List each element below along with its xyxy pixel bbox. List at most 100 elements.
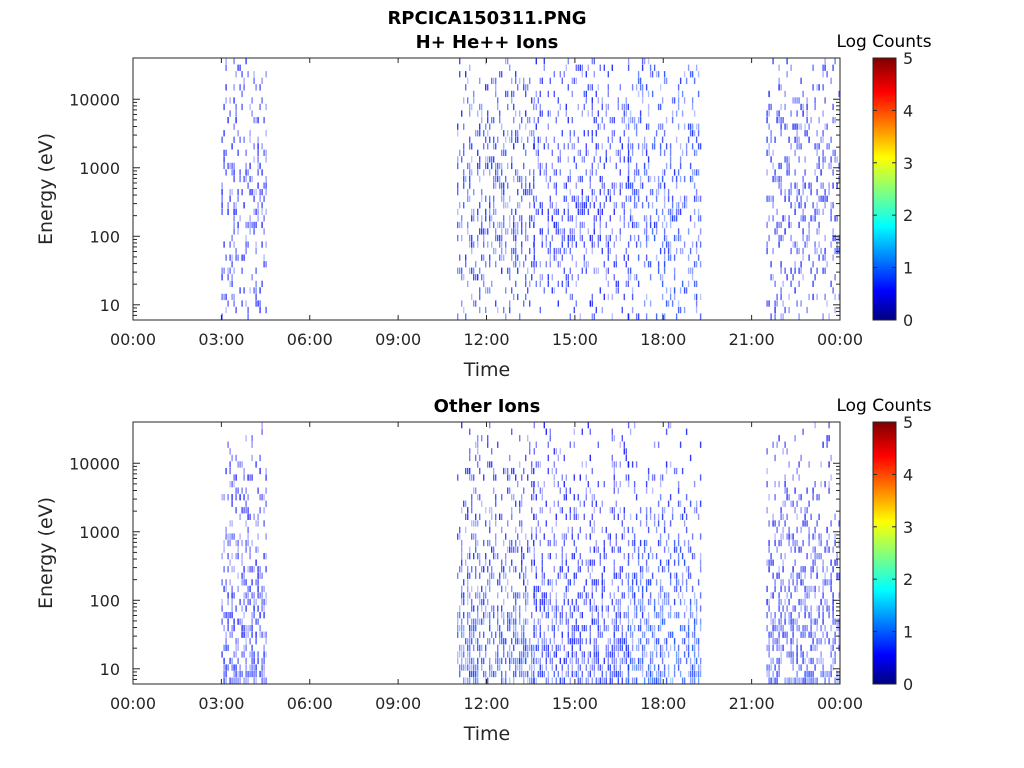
- spectrogram-cell: [495, 228, 497, 235]
- spectrogram-cell: [485, 520, 487, 527]
- spectrogram-cell: [581, 221, 583, 229]
- spectrogram-cell: [639, 572, 642, 579]
- spectrogram-cell: [641, 605, 644, 612]
- spectrogram-cell: [583, 254, 585, 261]
- spectrogram-cell: [221, 598, 223, 606]
- spectrogram-cell: [507, 58, 509, 65]
- spectrogram-cell: [613, 664, 615, 671]
- spectrogram-cell: [601, 670, 603, 678]
- x-tick-label: 12:00: [463, 694, 509, 713]
- spectrogram-cell: [543, 631, 545, 638]
- spectrogram-cell: [589, 454, 591, 462]
- spectrogram-cell: [621, 631, 623, 638]
- spectrogram-cell: [697, 130, 700, 137]
- spectrogram-cell: [673, 254, 676, 261]
- spectrogram-cell: [768, 566, 770, 573]
- spectrogram-cell: [798, 612, 800, 619]
- spectrogram-cell: [786, 123, 788, 130]
- spectrogram-cell: [822, 130, 824, 137]
- spectrogram-cell: [229, 189, 231, 196]
- spectrogram-cell: [593, 526, 595, 534]
- spectrogram-cell: [657, 566, 660, 573]
- spectrogram-cell: [675, 182, 678, 189]
- spectrogram-cell: [653, 625, 656, 632]
- spectrogram-cell: [631, 585, 634, 593]
- spectrogram-cell: [583, 241, 585, 248]
- spectrogram-cell: [645, 539, 648, 547]
- spectrogram-cell: [635, 169, 638, 176]
- spectrogram-cell: [541, 110, 543, 117]
- spectrogram-cell: [607, 241, 609, 248]
- spectrogram-cell: [563, 247, 565, 255]
- spectrogram-cell: [685, 77, 688, 84]
- spectrogram-cell: [768, 605, 770, 612]
- spectrogram-cell: [229, 677, 231, 684]
- spectrogram-cell: [225, 579, 227, 586]
- spectrogram-cell: [595, 644, 597, 651]
- spectrogram-cell: [659, 481, 662, 488]
- spectrogram-cell: [647, 638, 650, 645]
- spectrogram-cell: [782, 559, 784, 566]
- spectrogram-cell: [473, 631, 475, 638]
- spectrogram-cell: [531, 507, 533, 514]
- spectrogram-cell: [261, 422, 263, 429]
- spectrogram-cell: [259, 300, 261, 307]
- spectrogram-cell: [239, 494, 241, 501]
- spectrogram-cell: [649, 507, 652, 514]
- spectrogram-cell: [511, 428, 513, 435]
- spectrogram-cell: [828, 487, 830, 494]
- spectrogram-cell: [818, 494, 820, 501]
- spectrogram-cell: [800, 300, 802, 307]
- spectrogram-cell: [838, 90, 840, 98]
- spectrogram-cell: [631, 664, 634, 671]
- spectrogram-cell: [479, 162, 481, 170]
- spectrogram-cell: [255, 247, 257, 255]
- spectrogram-cell: [806, 97, 808, 104]
- colorbar-tick-label: 3: [903, 154, 913, 173]
- spectrogram-cell: [537, 149, 539, 156]
- spectrogram-cell: [585, 677, 587, 684]
- spectrogram-cell: [768, 546, 770, 553]
- spectrogram-cell: [631, 189, 634, 196]
- spectrogram-cell: [591, 162, 593, 170]
- spectrogram-cell: [631, 579, 634, 586]
- y-tick-label: 100: [89, 227, 120, 246]
- spectrogram-cell: [483, 539, 485, 547]
- spectrogram-cell: [649, 664, 652, 671]
- spectrogram-cell: [593, 670, 595, 678]
- spectrogram-cell: [563, 267, 565, 274]
- spectrogram-cell: [533, 221, 535, 229]
- spectrogram-cell: [469, 143, 471, 150]
- spectrogram-cell: [804, 123, 806, 130]
- spectrogram-cell: [687, 267, 690, 274]
- spectrogram-cell: [669, 612, 672, 619]
- spectrogram-cell: [683, 71, 686, 78]
- spectrogram-cell: [697, 90, 700, 98]
- spectrogram-cell: [257, 143, 259, 150]
- spectrogram-cell: [259, 592, 261, 599]
- spectrogram-cell: [585, 592, 587, 599]
- spectrogram-cell: [677, 533, 680, 540]
- spectrogram-cell: [497, 221, 499, 229]
- spectrogram-cell: [571, 90, 573, 98]
- spectrogram-cell: [469, 241, 471, 248]
- spectrogram-cell: [647, 618, 650, 625]
- spectrogram-cell: [788, 526, 790, 534]
- spectrogram-cell: [603, 677, 605, 684]
- spectrogram-cell: [469, 664, 471, 671]
- spectrogram-cell: [603, 546, 605, 553]
- spectrogram-cell: [483, 274, 485, 281]
- spectrogram-cell: [639, 84, 642, 91]
- spectrogram-cell: [459, 202, 461, 209]
- spectrogram-cell: [495, 539, 497, 547]
- spectrogram-cell: [477, 441, 479, 448]
- spectrogram-cell: [792, 651, 794, 658]
- spectrogram-cell: [513, 657, 515, 665]
- spectrogram-cell: [475, 664, 477, 671]
- spectrogram-cell: [489, 526, 491, 534]
- spectrogram-cell: [499, 631, 501, 638]
- spectrogram-cell: [553, 461, 555, 468]
- spectrogram-cell: [221, 313, 223, 320]
- spectrogram-cell: [261, 208, 263, 215]
- spectrogram-cell: [593, 202, 595, 209]
